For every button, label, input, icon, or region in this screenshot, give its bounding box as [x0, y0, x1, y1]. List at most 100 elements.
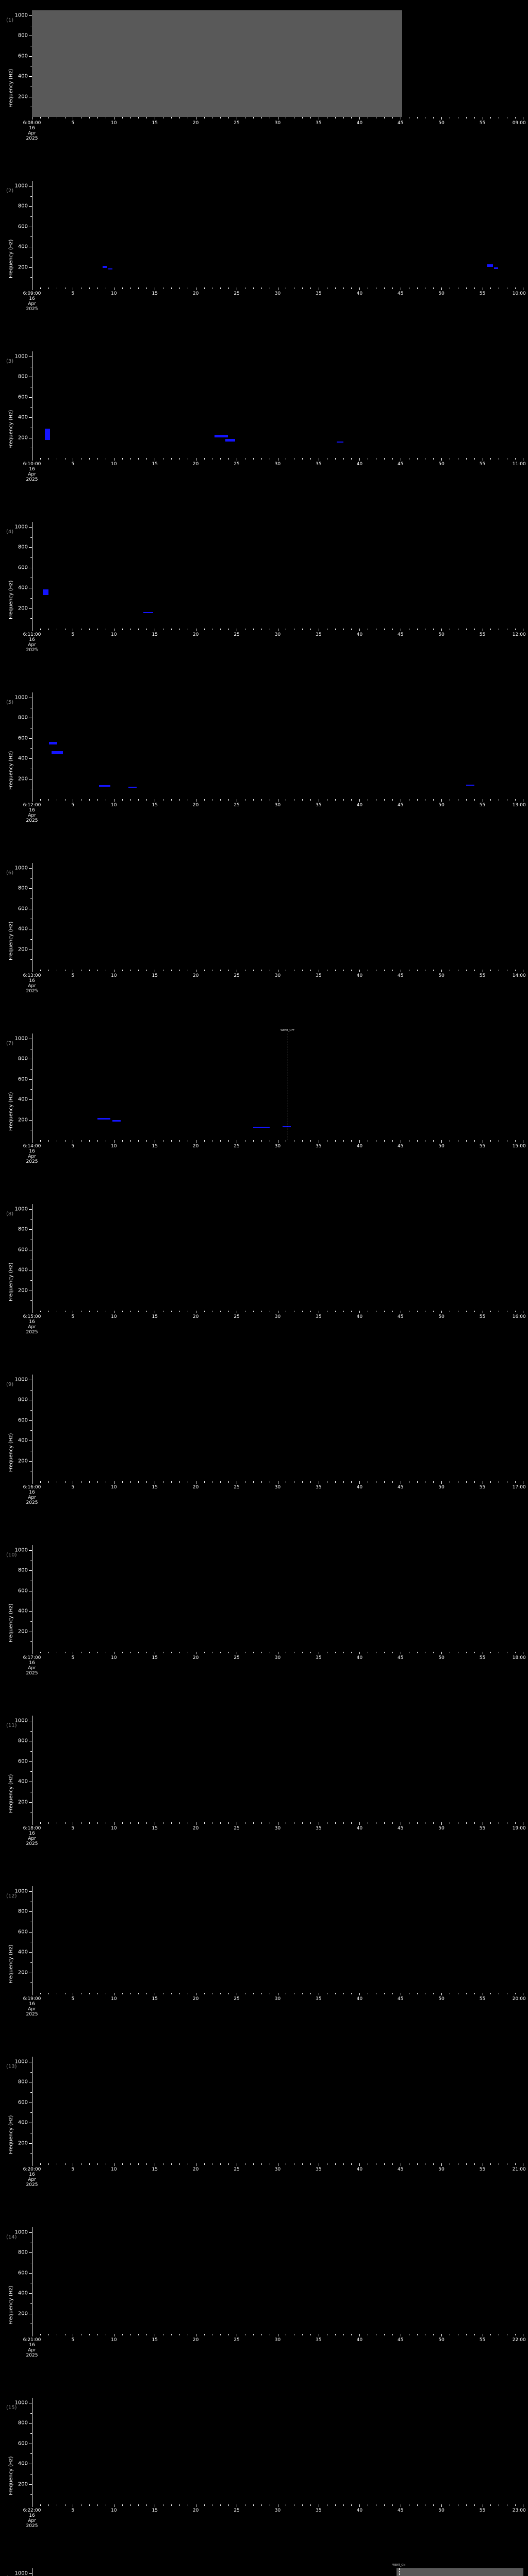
x-axis-tick: [441, 1822, 442, 1825]
x-axis-minor-tick: [384, 2163, 385, 2165]
x-axis-minor-tick: [89, 458, 90, 460]
x-axis-minor-tick: [204, 458, 205, 460]
y-axis-minor-tick: [30, 598, 32, 599]
x-axis-minor-tick: [433, 970, 434, 971]
x-axis-minor-tick: [466, 1652, 467, 1653]
plot-frame: [32, 2057, 524, 2163]
x-axis-minor-tick: [204, 287, 205, 289]
plot-area-5[interactable]: 200 400 600 800 1000 6:12:00 5 10 15 20 25 30 35 40 45…: [15, 692, 526, 823]
x-axis-tick-label: 5: [71, 1144, 75, 1149]
x-axis-minor-tick: [343, 458, 344, 460]
x-axis-minor-tick: [89, 799, 90, 801]
plot-area-12[interactable]: 200 400 600 800 1000 6:19:00 5 10 15 20 25 30 35 40 45…: [15, 1886, 526, 2017]
y-axis-tick-label: 200: [18, 1629, 28, 1635]
x-axis-minor-tick: [433, 629, 434, 630]
x-axis-minor-tick: [220, 1140, 221, 1142]
x-axis-tick-label: 20: [192, 121, 199, 126]
plot-area-6[interactable]: 200 400 600 800 1000 6:13:00 5 10 15 20 25 30 35 40 45…: [15, 863, 526, 994]
x-axis-minor-tick: [302, 1993, 303, 1994]
x-axis-minor-tick: [433, 287, 434, 289]
x-axis-tick-label: 25: [234, 121, 240, 126]
y-axis-tick-label: 400: [18, 73, 28, 79]
plot-area-1[interactable]: 200 400 600 800 1000 6:08:00 5 10 15 20 25 30 35 40 45…: [15, 10, 526, 141]
plot-area-11[interactable]: 200 400 600 800 1000 6:18:00 5 10 15 20 25 30 35 40 45…: [15, 1716, 526, 1846]
y-axis-title: Frequency (Hz): [8, 1774, 14, 1813]
x-axis-minor-tick: [310, 117, 311, 118]
y-axis-tick-label: 1000: [14, 1036, 28, 1042]
x-axis-date-line: 16: [29, 2513, 35, 2518]
y-axis-minor-tick: [30, 196, 32, 197]
x-axis-minor-tick: [97, 2163, 98, 2165]
y-axis-tick-label: 1000: [14, 353, 28, 360]
x-axis-minor-tick: [89, 1481, 90, 1483]
x-axis-minor-tick: [204, 1993, 205, 1994]
y-axis-tick-label: 1000: [14, 1888, 28, 1894]
y-axis-tick: [29, 1099, 32, 1100]
x-axis-minor-tick: [204, 1481, 205, 1483]
x-axis-tick-label: 40: [356, 1314, 363, 1319]
x-axis-minor-tick: [310, 2334, 311, 2335]
x-axis-tick-label: 40: [356, 2167, 363, 2172]
x-axis-tick-label: 55: [479, 2337, 486, 2343]
x-axis-minor-tick: [417, 1652, 418, 1653]
x-axis-tick-label: 10: [111, 803, 117, 808]
x-axis-tick-label: 15: [152, 803, 158, 808]
x-axis-end-label: 21:00: [512, 2167, 526, 2172]
y-axis-tick: [29, 1931, 32, 1933]
plot-area-2[interactable]: 200 400 600 800 1000 6:09:00 5 10 15 20 25 30 35 40 45…: [15, 181, 526, 312]
plot-area-14[interactable]: 200 400 600 800 1000 6:21:00 5 10 15 20 25 30 35 40 45…: [15, 2227, 526, 2358]
plot-area-15[interactable]: 200 400 600 800 1000 6:22:00 5 10 15 20 25 30 35 40 45…: [15, 2398, 526, 2529]
y-axis-tick-label: 800: [18, 2420, 28, 2426]
x-axis-tick-label: 5: [71, 632, 75, 637]
x-axis-minor-tick: [515, 1993, 516, 1994]
x-axis-minor-tick: [335, 1652, 336, 1653]
panel-index-tag: (8): [6, 1211, 14, 1217]
x-axis-minor-tick: [253, 1652, 254, 1653]
x-axis-minor-tick: [466, 1822, 467, 1824]
x-axis-start-label: 6:10:00: [23, 462, 41, 467]
panel-index-tag: (6): [6, 870, 14, 876]
y-axis-tick: [29, 527, 32, 528]
x-axis-minor-tick: [474, 1140, 475, 1142]
x-axis-tick-label: 25: [234, 973, 240, 978]
x-axis-date-line: Apr: [28, 2348, 36, 2353]
x-axis-minor-tick: [179, 970, 180, 971]
x-axis-minor-tick: [89, 1140, 90, 1142]
x-axis-tick-label: 50: [438, 291, 444, 296]
detection-mark: [49, 741, 58, 744]
x-axis-end-label: 15:00: [512, 1144, 526, 1149]
x-axis-minor-tick: [228, 458, 229, 460]
y-axis-tick-label: 600: [18, 2270, 28, 2276]
x-axis-minor-tick: [310, 799, 311, 801]
x-axis-minor-tick: [261, 1822, 262, 1824]
x-axis-minor-tick: [40, 799, 41, 801]
x-axis-minor-tick: [40, 970, 41, 971]
x-axis-minor-tick: [384, 2504, 385, 2506]
x-axis-minor-tick: [302, 2504, 303, 2506]
x-axis-minor-tick: [122, 1311, 123, 1312]
plot-area-16[interactable]: WENT_ON20040060080010006:23:005101520253…: [15, 2564, 523, 2576]
plot-area-8[interactable]: 200 400 600 800 1000 6:15:00 5 10 15 20 25 30 35 40 45…: [15, 1204, 526, 1335]
x-axis-minor-tick: [179, 1140, 180, 1142]
x-axis-start-label: 6:20:00: [23, 2167, 41, 2172]
y-axis-tick: [29, 2423, 32, 2424]
plot-area-9[interactable]: 200 400 600 800 1000 6:16:00 5 10 15 20 25 30 35 40 45…: [15, 1375, 526, 1505]
plot-area-13[interactable]: 200 400 600 800 1000 6:20:00 5 10 15 20 25 30 35 40 45…: [15, 2057, 526, 2188]
x-axis-minor-tick: [220, 629, 221, 630]
plot-frame: [32, 522, 524, 629]
plot-area-10[interactable]: 200 400 600 800 1000 6:17:00 5 10 15 20 25 30 35 40 45…: [15, 1545, 526, 1676]
plot-area-4[interactable]: 200 400 600 800 1000 6:11:00 5 10 15 20 25 30 35 40 45…: [15, 522, 526, 653]
x-axis-minor-tick: [228, 2163, 229, 2165]
x-axis-minor-tick: [228, 1652, 229, 1653]
y-axis-tick: [29, 758, 32, 759]
plot-area-7[interactable]: WENT_OFF 200 400 600 800 1000 6:14:00 5 10 15 20 25…: [15, 1029, 526, 1164]
x-axis-tick: [441, 970, 442, 972]
x-axis-minor-tick: [515, 1311, 516, 1312]
x-axis-minor-tick: [474, 2504, 475, 2506]
x-axis-date-line: 2025: [26, 2012, 38, 2017]
y-axis-tick-label: 800: [18, 1397, 28, 1403]
plot-area-3[interactable]: 200 400 600 800 1000 6:10:00 5 10 15 20 25 30 35 40 45…: [15, 351, 526, 482]
detection-mark: [283, 1126, 291, 1128]
x-axis-minor-tick: [122, 1993, 123, 1994]
x-axis-minor-tick: [335, 629, 336, 630]
